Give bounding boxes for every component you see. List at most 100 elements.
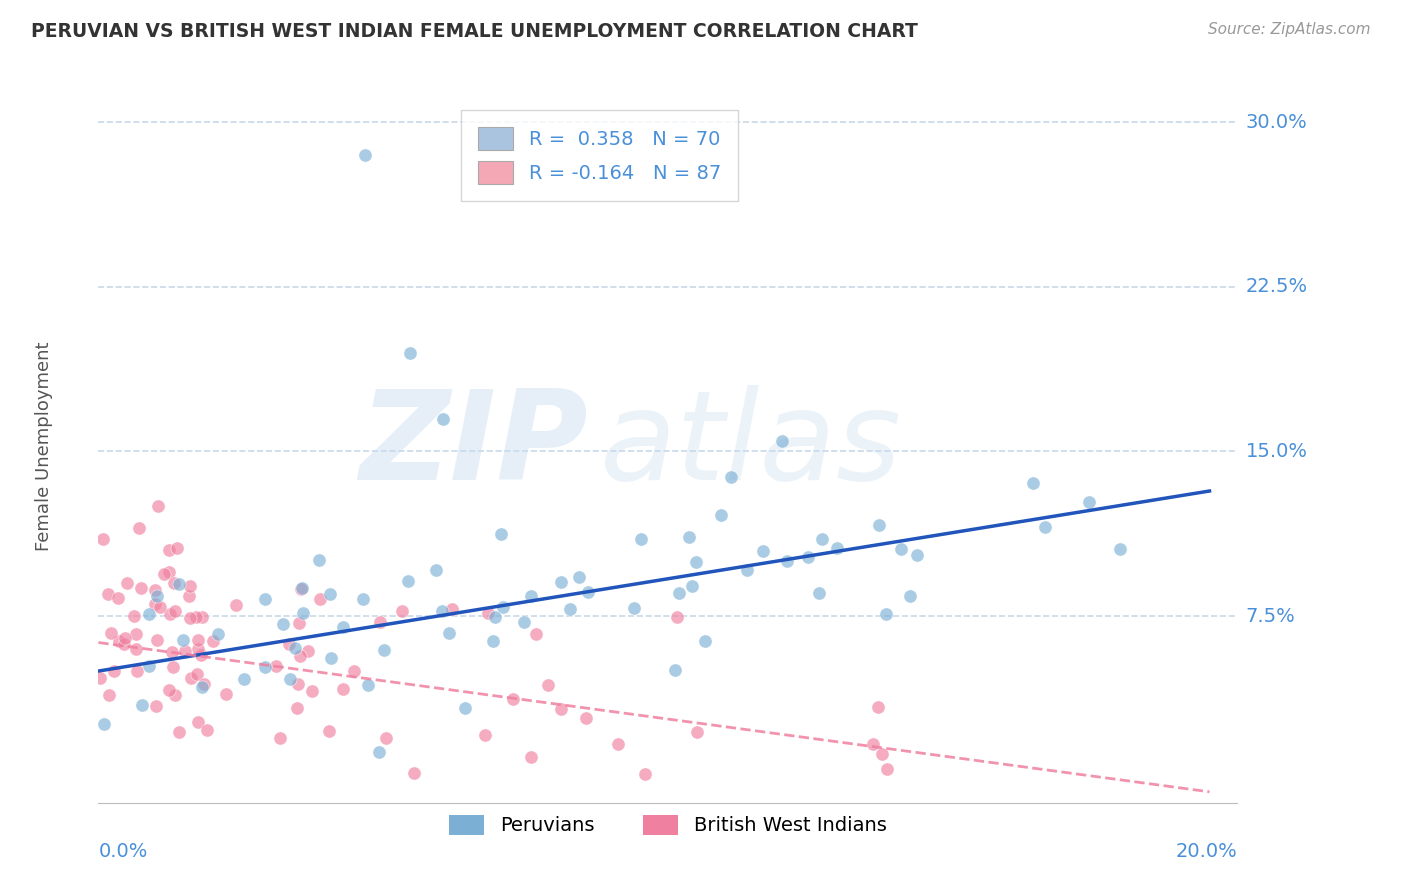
Point — [160, 645, 183, 659]
Point — [280, 672, 302, 686]
Point — [149, 600, 172, 615]
Point — [165, 688, 187, 702]
Point — [524, 626, 547, 640]
Point — [157, 543, 180, 558]
Point — [138, 607, 160, 622]
Point — [321, 651, 343, 665]
Point — [89, 671, 111, 685]
Point — [520, 589, 543, 603]
Point — [187, 714, 209, 729]
Point — [484, 610, 506, 624]
Point — [284, 641, 307, 656]
Point — [253, 592, 276, 607]
Point — [318, 723, 340, 738]
Point — [368, 615, 391, 630]
Point — [207, 627, 229, 641]
Point — [146, 633, 169, 648]
Legend: Peruvians, British West Indians: Peruvians, British West Indians — [441, 807, 894, 843]
Point — [159, 607, 181, 621]
Point — [107, 591, 129, 606]
Point — [122, 609, 145, 624]
Point — [576, 584, 599, 599]
Point — [288, 616, 311, 631]
Point — [357, 678, 380, 692]
Text: 0.0%: 0.0% — [98, 842, 148, 861]
Point — [145, 699, 167, 714]
Point — [568, 570, 591, 584]
Point — [770, 434, 793, 449]
Point — [287, 677, 309, 691]
Point — [811, 532, 834, 546]
Point — [398, 345, 420, 359]
Point — [520, 749, 543, 764]
Point — [876, 762, 898, 776]
Point — [138, 659, 160, 673]
Text: ZIP: ZIP — [360, 385, 588, 507]
Point — [290, 582, 312, 596]
Point — [868, 518, 890, 533]
Point — [686, 725, 709, 739]
Point — [872, 747, 894, 761]
Point — [103, 664, 125, 678]
Point — [437, 626, 460, 640]
Point — [191, 680, 214, 694]
Point — [492, 600, 515, 615]
Point — [233, 672, 256, 686]
Point — [162, 660, 184, 674]
Point — [343, 664, 366, 678]
Point — [146, 500, 169, 514]
Point — [169, 576, 191, 591]
Point — [143, 583, 166, 598]
Point — [404, 765, 426, 780]
Point — [709, 508, 731, 522]
Point — [201, 634, 224, 648]
Point — [264, 658, 287, 673]
Point — [143, 597, 166, 611]
Point — [146, 589, 169, 603]
Text: atlas: atlas — [599, 385, 901, 507]
Point — [664, 663, 686, 677]
Point — [193, 677, 215, 691]
Point — [678, 530, 700, 544]
Point — [477, 606, 499, 620]
Point — [862, 737, 884, 751]
Point — [1078, 495, 1101, 509]
Point — [131, 698, 153, 712]
Point — [187, 633, 209, 648]
Point — [131, 581, 153, 595]
Point — [623, 601, 645, 615]
Point — [550, 574, 572, 589]
Point — [191, 609, 214, 624]
Text: PERUVIAN VS BRITISH WEST INDIAN FEMALE UNEMPLOYMENT CORRELATION CHART: PERUVIAN VS BRITISH WEST INDIAN FEMALE U… — [31, 22, 918, 41]
Point — [634, 767, 657, 781]
Point — [167, 725, 190, 739]
Point — [808, 586, 831, 600]
Point — [215, 687, 238, 701]
Point — [93, 716, 115, 731]
Text: Source: ZipAtlas.com: Source: ZipAtlas.com — [1208, 22, 1371, 37]
Point — [373, 643, 395, 657]
Point — [668, 586, 690, 600]
Text: 7.5%: 7.5% — [1246, 607, 1295, 625]
Point — [187, 641, 209, 656]
Point — [297, 644, 319, 658]
Point — [491, 527, 513, 541]
Point — [693, 634, 716, 648]
Point — [481, 634, 503, 648]
Point — [291, 582, 314, 596]
Point — [172, 632, 194, 647]
Point — [125, 627, 148, 641]
Point — [166, 541, 188, 555]
Point — [179, 579, 201, 593]
Point — [720, 470, 742, 484]
Point — [184, 610, 207, 624]
Point — [308, 592, 330, 607]
Point — [890, 541, 912, 556]
Point — [868, 700, 890, 714]
Point — [308, 552, 330, 566]
Point — [432, 411, 454, 425]
Point — [288, 648, 311, 663]
Point — [127, 664, 149, 678]
Point — [157, 682, 180, 697]
Point — [179, 611, 201, 625]
